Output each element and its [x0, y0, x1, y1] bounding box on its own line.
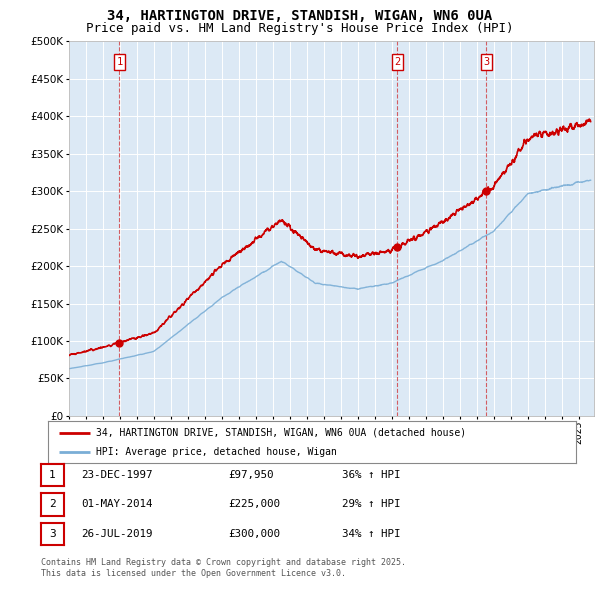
Text: Contains HM Land Registry data © Crown copyright and database right 2025.: Contains HM Land Registry data © Crown c… — [41, 558, 406, 567]
Text: HPI: Average price, detached house, Wigan: HPI: Average price, detached house, Wiga… — [95, 447, 337, 457]
Text: 34% ↑ HPI: 34% ↑ HPI — [342, 529, 401, 539]
Text: 26-JUL-2019: 26-JUL-2019 — [81, 529, 152, 539]
Text: 23-DEC-1997: 23-DEC-1997 — [81, 470, 152, 480]
Text: 34, HARTINGTON DRIVE, STANDISH, WIGAN, WN6 0UA (detached house): 34, HARTINGTON DRIVE, STANDISH, WIGAN, W… — [95, 428, 466, 438]
Text: 1: 1 — [49, 470, 56, 480]
Text: £300,000: £300,000 — [228, 529, 280, 539]
Text: 36% ↑ HPI: 36% ↑ HPI — [342, 470, 401, 480]
Text: This data is licensed under the Open Government Licence v3.0.: This data is licensed under the Open Gov… — [41, 569, 346, 578]
Text: 3: 3 — [49, 529, 56, 539]
Text: 1: 1 — [116, 57, 122, 67]
Text: Price paid vs. HM Land Registry's House Price Index (HPI): Price paid vs. HM Land Registry's House … — [86, 22, 514, 35]
Text: 34, HARTINGTON DRIVE, STANDISH, WIGAN, WN6 0UA: 34, HARTINGTON DRIVE, STANDISH, WIGAN, W… — [107, 9, 493, 23]
Text: £225,000: £225,000 — [228, 500, 280, 509]
Text: 29% ↑ HPI: 29% ↑ HPI — [342, 500, 401, 509]
Text: 2: 2 — [394, 57, 401, 67]
Text: £97,950: £97,950 — [228, 470, 274, 480]
Text: 3: 3 — [484, 57, 490, 67]
Text: 2: 2 — [49, 500, 56, 509]
Text: 01-MAY-2014: 01-MAY-2014 — [81, 500, 152, 509]
